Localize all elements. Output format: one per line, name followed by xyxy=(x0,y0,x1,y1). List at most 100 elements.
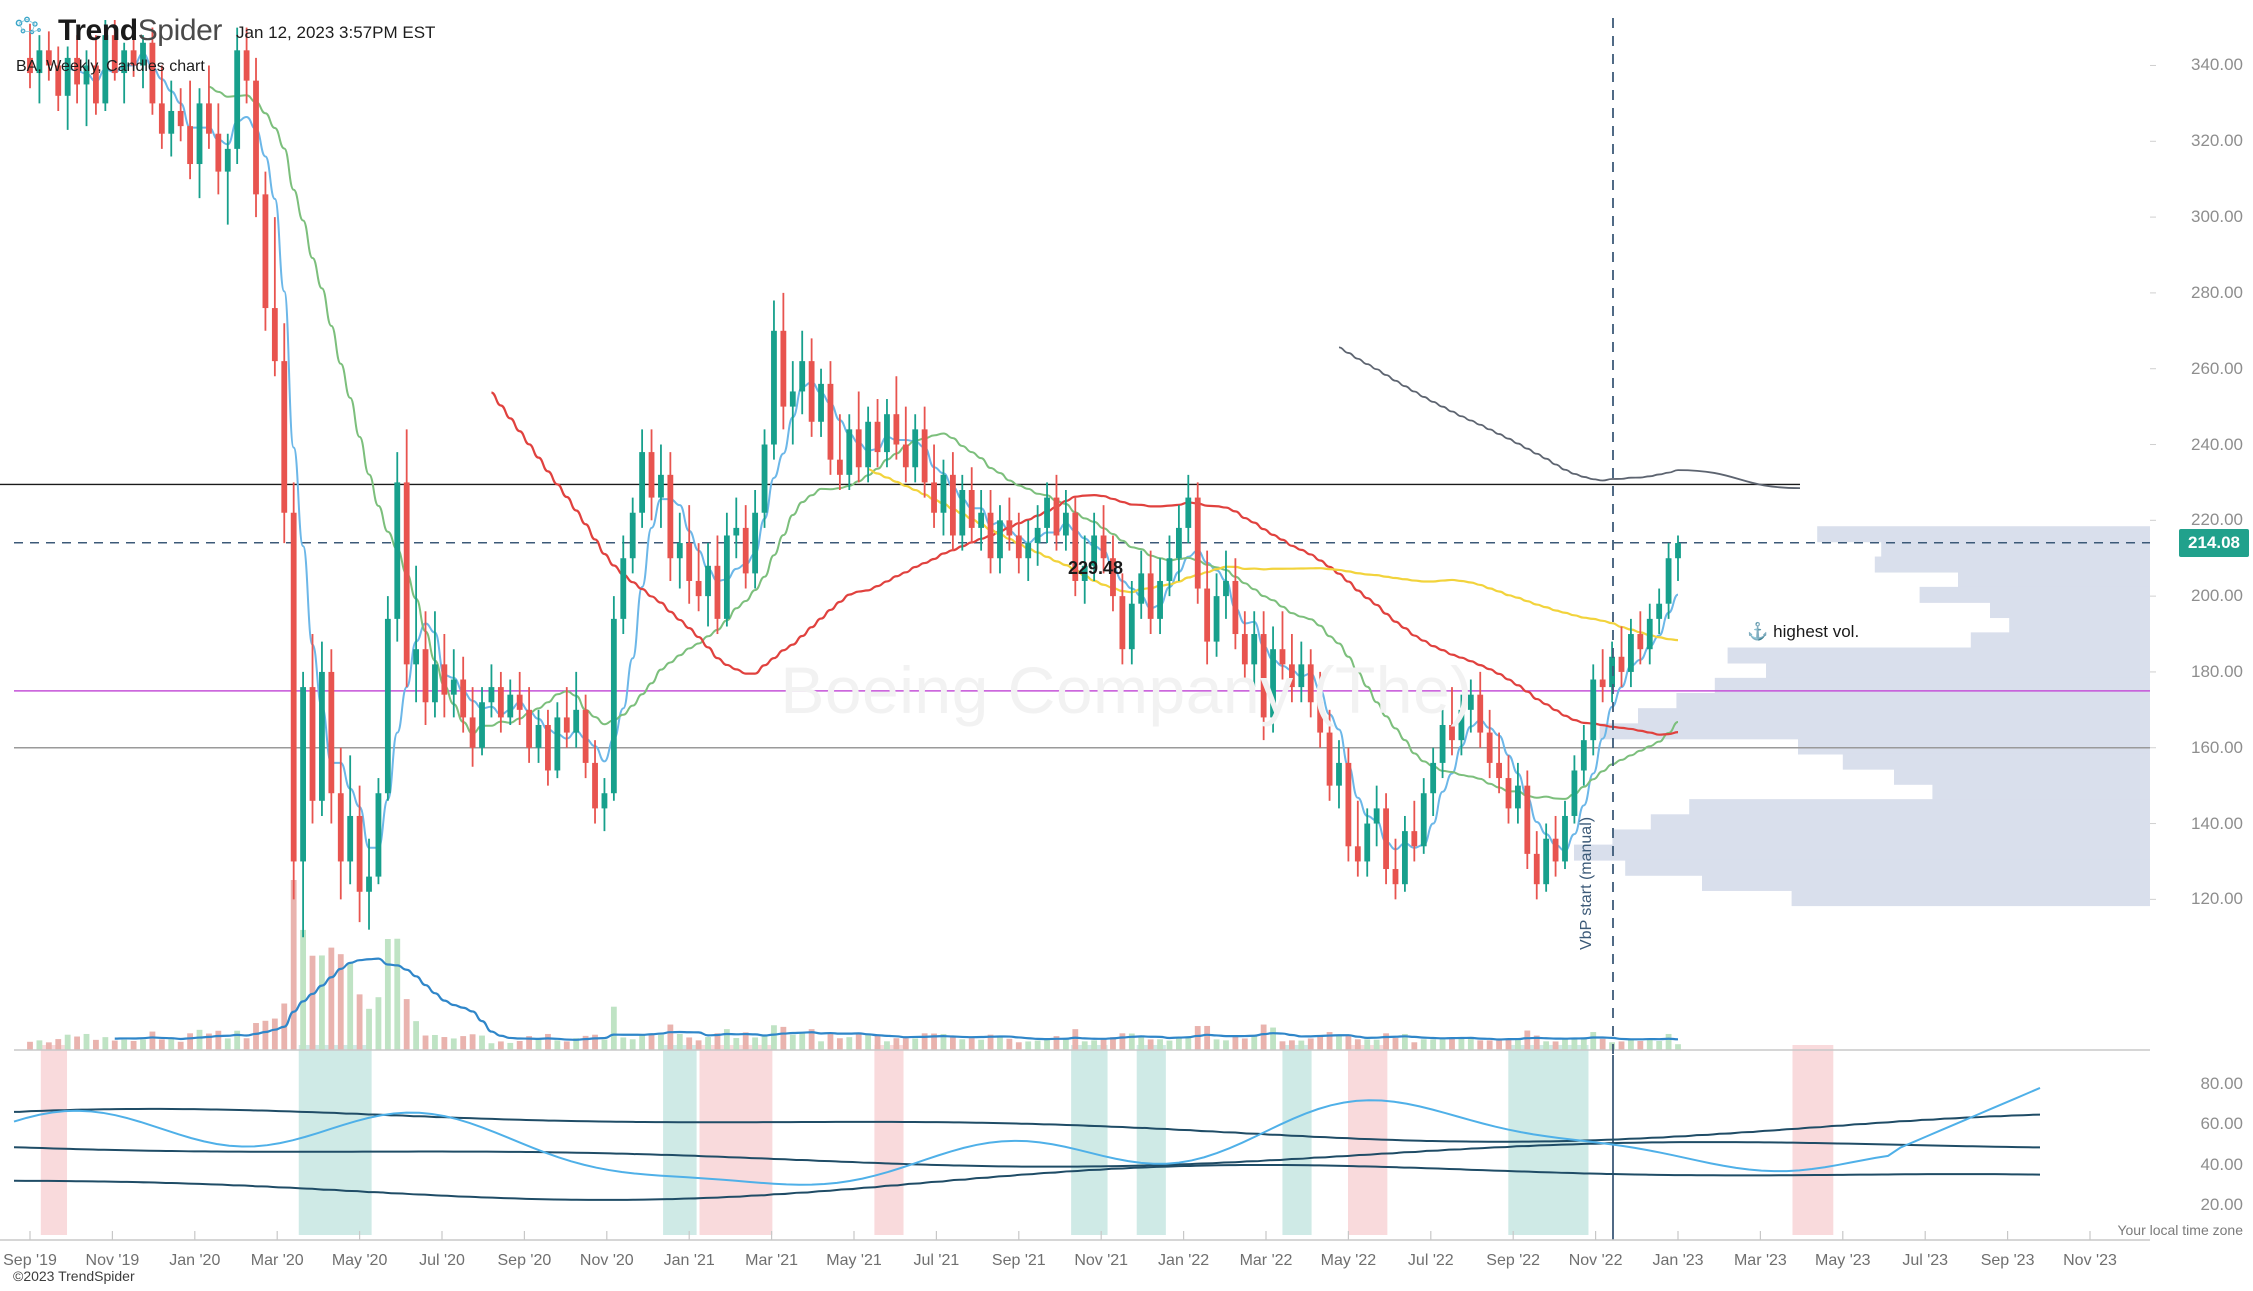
candle-body xyxy=(1411,831,1418,847)
volume-bar xyxy=(1336,1035,1342,1050)
volume-bar xyxy=(1373,1039,1380,1050)
volume-profile-bar xyxy=(1817,526,2150,543)
candle-body xyxy=(667,474,674,559)
oscillator-signal-line xyxy=(13,1087,2041,1186)
candle-body xyxy=(818,383,824,422)
ma-red-line xyxy=(491,391,1679,736)
candle-body xyxy=(1599,679,1606,688)
volume-bar xyxy=(168,1039,175,1050)
volume-bar xyxy=(535,1039,542,1050)
candle-body xyxy=(978,512,985,528)
volume-bar xyxy=(808,1029,815,1050)
volume-bar xyxy=(1628,1039,1634,1050)
volume-bar xyxy=(347,962,354,1050)
price-axis-tick: 280.00 xyxy=(2191,282,2243,302)
volume-bar xyxy=(1383,1033,1389,1050)
volume-bar xyxy=(102,1037,109,1050)
volume-bar xyxy=(931,1033,937,1050)
volume-bar xyxy=(215,1030,222,1050)
volume-bar xyxy=(488,1043,495,1050)
time-axis-tick: May '22 xyxy=(1320,1252,1377,1269)
time-axis-tick: Jan '20 xyxy=(169,1252,221,1269)
volume-profile-bar xyxy=(1612,829,2150,846)
highlight-zone xyxy=(298,1045,372,1235)
volume-bar xyxy=(1458,1038,1465,1050)
candle-body xyxy=(1345,762,1352,847)
price-axis-tick: 200.00 xyxy=(2191,586,2243,606)
candle-body xyxy=(610,618,617,794)
volume-bar xyxy=(1110,1037,1116,1050)
volume-bar xyxy=(1025,1041,1032,1050)
candle-body xyxy=(497,687,504,718)
candle-body xyxy=(168,110,175,134)
volume-bar xyxy=(695,1040,702,1050)
candle-body xyxy=(1467,694,1474,710)
volume-bar xyxy=(206,1033,212,1050)
candle-body xyxy=(658,474,664,498)
volume-bar xyxy=(733,1038,740,1050)
candle-body xyxy=(1288,664,1295,688)
volume-profile-bar xyxy=(1714,677,2150,694)
candle-body xyxy=(827,383,834,460)
volume-bar xyxy=(74,1036,80,1050)
volume-bar xyxy=(1345,1035,1352,1050)
price-axis-tick: 300.00 xyxy=(2191,207,2243,227)
candle-body xyxy=(1110,558,1116,597)
volume-bar xyxy=(253,1023,259,1050)
candle-body xyxy=(1373,808,1380,824)
volume-bar xyxy=(262,1020,269,1050)
candle-body xyxy=(215,133,222,172)
volume-bar xyxy=(177,1041,184,1050)
volume-bar xyxy=(1062,1038,1069,1050)
candle-body xyxy=(1439,725,1446,763)
volume-bar xyxy=(639,1034,646,1050)
candle-body xyxy=(1609,656,1615,688)
volume-bar xyxy=(1279,1041,1286,1050)
volume-bar xyxy=(1185,1037,1192,1050)
volume-profile-bar xyxy=(1766,662,2150,679)
oscillator-axis-tick: 80.00 xyxy=(2200,1074,2243,1094)
candle-body xyxy=(64,57,71,96)
ma-blue-line xyxy=(67,52,1679,852)
highlight-zone xyxy=(1071,1045,1108,1235)
candle-body xyxy=(949,474,956,536)
last-price-badge[interactable]: 214.08 xyxy=(2179,528,2249,557)
volume-bar xyxy=(1270,1027,1276,1050)
volume-bar xyxy=(789,1034,796,1050)
volume-bar xyxy=(545,1033,551,1050)
volume-profile-bar xyxy=(1650,814,2150,831)
candle-body xyxy=(921,429,928,483)
candle-body xyxy=(366,876,372,892)
candle-body xyxy=(592,762,598,809)
candle-body xyxy=(884,414,890,453)
candle-body xyxy=(1336,762,1342,786)
volume-bar xyxy=(582,1035,589,1050)
volume-profile-bar xyxy=(1689,799,2150,816)
volume-bar xyxy=(554,1040,561,1050)
candle-body xyxy=(1034,527,1041,544)
volume-bar xyxy=(1402,1033,1408,1050)
volume-bar xyxy=(1505,1038,1512,1050)
candle-body xyxy=(695,580,702,597)
volume-bar xyxy=(1420,1039,1427,1050)
candle-body xyxy=(1524,785,1531,854)
candle-body xyxy=(1505,778,1512,809)
candle-body xyxy=(469,717,476,748)
volume-bar xyxy=(1034,1040,1041,1050)
volume-bar xyxy=(45,1042,52,1050)
candle-body xyxy=(460,679,467,718)
candle-body xyxy=(1628,634,1634,672)
volume-bar xyxy=(111,1040,118,1050)
volume-bar xyxy=(1449,1037,1455,1050)
candle-body xyxy=(1081,565,1088,581)
volume-profile-bar xyxy=(1932,783,2150,800)
volume-bar xyxy=(422,1035,429,1050)
volume-bar xyxy=(328,947,335,1050)
candle-body xyxy=(1251,634,1258,665)
candle-body xyxy=(1392,869,1399,885)
candle-body xyxy=(940,474,947,513)
volume-bar xyxy=(818,1041,824,1050)
volume-bar xyxy=(620,1037,627,1050)
candle-body xyxy=(1223,580,1229,597)
